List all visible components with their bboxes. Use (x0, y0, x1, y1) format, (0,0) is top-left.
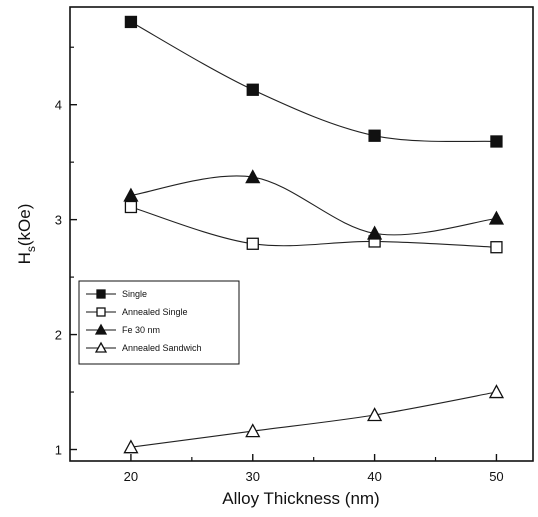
data-point (245, 423, 261, 438)
data-point (367, 225, 383, 240)
series-fit-line (130, 391, 497, 448)
axis-ticks: 20 30 40 50 1 2 3 4 (55, 46, 504, 484)
x-tick-label: 50 (489, 469, 503, 484)
legend-label: Annealed Sandwich (122, 343, 202, 353)
data-point (123, 439, 139, 454)
data-point (123, 187, 139, 202)
plot-frame (69, 6, 534, 462)
y-axis-title: Hs(kOe) (15, 204, 38, 265)
data-point (124, 15, 138, 29)
data-point (490, 241, 503, 254)
data-point (246, 83, 259, 96)
data-markers (123, 15, 505, 454)
x-axis-title: Alloy Thickness (nm) (222, 489, 379, 508)
data-point (368, 129, 381, 142)
legend-marker (94, 341, 108, 353)
y-tick-label: 3 (55, 213, 62, 228)
series-fit-line (130, 21, 497, 143)
series-fit-line (130, 206, 497, 248)
y-tick-label: 2 (55, 328, 62, 343)
y-tick-label: 1 (55, 443, 62, 458)
legend-label: Fe 30 nm (122, 325, 160, 335)
series-fit-line (130, 175, 497, 236)
x-tick-label: 30 (246, 469, 260, 484)
legend-label: Single (122, 289, 147, 299)
data-point (367, 407, 383, 422)
data-point (490, 135, 503, 148)
data-point (124, 200, 138, 214)
x-tick-label: 20 (124, 469, 138, 484)
data-point (488, 210, 505, 225)
legend-label: Annealed Single (122, 307, 188, 317)
data-point (246, 237, 259, 250)
x-tick-label: 40 (367, 469, 381, 484)
data-point (245, 169, 261, 184)
legend-marker (96, 289, 106, 299)
y-tick-label: 4 (55, 98, 62, 113)
data-point (488, 384, 505, 399)
legend: Single Annealed Single Fe 30 nm Annealed Sa… (78, 280, 240, 365)
legend-marker (94, 323, 108, 335)
fit-curves (130, 21, 497, 448)
legend-marker (96, 307, 106, 317)
